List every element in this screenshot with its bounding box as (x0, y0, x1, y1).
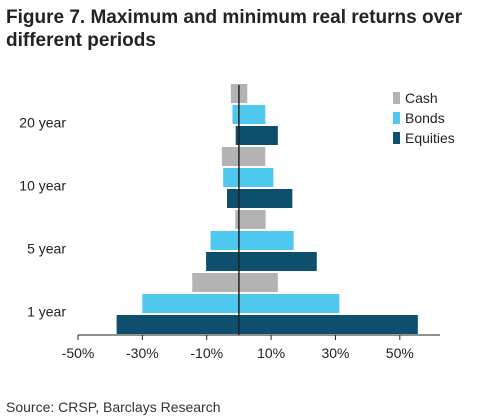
bar-equities-20-year-min (235, 126, 239, 145)
y-category-label: 1 year (27, 304, 66, 320)
chart-title: Figure 7. Maximum and minimum real retur… (6, 7, 463, 51)
bar-bonds-1-year-min (142, 294, 239, 313)
x-tick-label: -50% (62, 345, 95, 361)
y-axis-labels: 1 year 5 year 10 year 20 year (19, 115, 66, 320)
bar-cash-10-year-min (221, 147, 239, 166)
bar-bonds-5-year-min (210, 231, 239, 250)
source-note: Source: CRSP, Barclays Research (6, 399, 221, 415)
bar-cash-20-year-min (230, 84, 239, 103)
bar-bonds-1-year-max (238, 294, 340, 313)
y-category-label: 10 year (19, 178, 66, 194)
bar-equities-10-year-min (227, 189, 239, 208)
bar-bonds-5-year-max (238, 231, 294, 250)
x-tick-label: 10% (257, 345, 285, 361)
bar-cash-1-year-min (192, 273, 239, 292)
bar-equities-1-year-min (116, 315, 239, 334)
legend-label-equities: Equities (405, 130, 455, 146)
bar-equities-1-year-max (238, 315, 418, 334)
x-tick-label: -10% (190, 345, 223, 361)
bar-equities-20-year-max (238, 126, 278, 145)
bar-cash-10-year-max (238, 147, 266, 166)
legend-label-bonds: Bonds (405, 110, 445, 126)
legend-swatch-cash (393, 92, 400, 104)
y-category-label: 20 year (19, 115, 66, 131)
x-tick-label: 50% (386, 345, 414, 361)
x-tick-label: 30% (321, 345, 349, 361)
legend-swatch-equities (393, 132, 400, 144)
bar-cash-1-year-max (238, 273, 278, 292)
legend: Cash Bonds Equities (393, 90, 455, 146)
bar-cash-5-year-max (238, 210, 266, 229)
x-axis-ticks: -50% -30% -10% 10% 30% 50% (62, 335, 414, 361)
bar-bonds-20-year-min (232, 105, 239, 124)
bar-bonds-10-year-max (238, 168, 274, 187)
bar-equities-10-year-max (238, 189, 293, 208)
bars-group (116, 84, 418, 334)
x-tick-label: -30% (126, 345, 159, 361)
legend-label-cash: Cash (405, 90, 438, 106)
bar-bonds-20-year-max (238, 105, 266, 124)
bar-cash-5-year-min (235, 210, 239, 229)
y-category-label: 5 year (27, 241, 66, 257)
legend-swatch-bonds (393, 112, 400, 124)
bar-equities-5-year-min (206, 252, 239, 271)
bar-bonds-10-year-min (223, 168, 239, 187)
bar-equities-5-year-max (238, 252, 317, 271)
bar-chart: -50% -30% -10% 10% 30% 50% 1 year 5 year 10 yea… (19, 84, 455, 361)
bar-cash-20-year-max (238, 84, 248, 103)
